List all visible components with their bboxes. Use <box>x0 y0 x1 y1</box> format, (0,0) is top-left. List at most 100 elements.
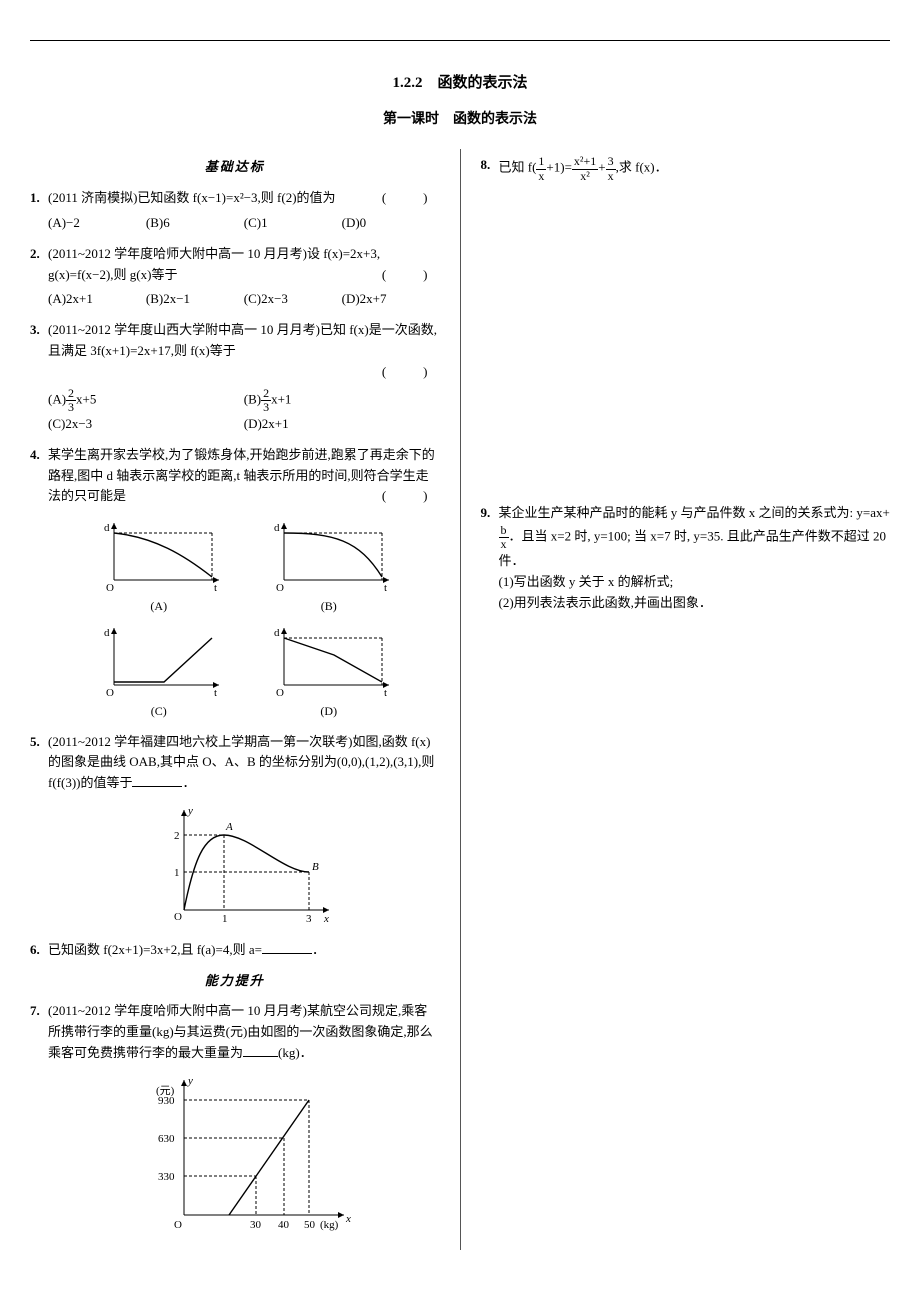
q8-f1d: x <box>536 170 546 183</box>
q7-blank <box>243 1044 278 1057</box>
q7-stem-b: (kg)． <box>278 1045 313 1060</box>
q9-fn: b <box>499 524 509 538</box>
column-divider <box>460 149 461 1249</box>
q2-opt-d: (D)2x+7 <box>342 289 440 310</box>
q2-paren: ( ) <box>382 265 440 286</box>
q3-opt-c: (C)2x−3 <box>48 414 244 435</box>
q3-stem: (2011~2012 学年度山西大学附中高一 10 月月考)已知 f(x)是一次… <box>48 322 437 358</box>
svg-text:O: O <box>276 687 284 699</box>
q7-stem-a: (2011~2012 学年度哈师大附中高一 10 月月考)某航空公司规定,乘客所… <box>48 1003 433 1060</box>
q5-stem-b: ． <box>182 775 195 790</box>
q8-f2n: x²+1 <box>572 155 598 169</box>
section-basic: 基础达标 <box>30 157 440 178</box>
q9-fd: x <box>499 538 509 551</box>
q4-lab-d: (D) <box>254 702 404 721</box>
q3-a-frac-d: 3 <box>66 401 76 414</box>
svg-text:d: d <box>274 627 280 639</box>
q8-c: + <box>598 160 605 175</box>
q8-f3d: x <box>606 170 616 183</box>
q3-b-frac-n: 2 <box>261 387 271 401</box>
q6-stem-a: 已知函数 f(2x+1)=3x+2,且 f(a)=4,则 a= <box>48 942 262 957</box>
q5-t2: 2 <box>174 830 180 842</box>
q1-opt-b: (B)6 <box>146 213 244 234</box>
right-column: 8. 已知 f(1x+1)=x²+1x²+3x,求 f(x)． 9. 某企业生产… <box>481 149 891 1249</box>
q4-lab-a: (A) <box>84 597 234 616</box>
left-column: 基础达标 1. (2011 济南模拟)已知函数 f(x−1)=x²−3,则 f(… <box>30 149 440 1249</box>
q3-opt-a: (A)23x+5 <box>48 387 244 414</box>
title-main: 1.2.2 函数的表示法 <box>30 71 890 95</box>
q7-x3: 50 <box>304 1219 316 1231</box>
q5-B: B <box>312 861 319 873</box>
q5-blank <box>132 774 182 787</box>
question-4: 4. 某学生离开家去学校,为了锻炼身体,开始跑步前进,跑累了再走余下的路程,图中… <box>30 445 440 722</box>
q5-stem-a: (2011~2012 学年福建四地六校上学期高一第一次联考)如图,函数 f(x)… <box>48 734 434 791</box>
q3-a-suf: x+5 <box>76 391 96 406</box>
q8-f3n: 3 <box>606 155 616 169</box>
question-6: 6. 已知函数 f(2x+1)=3x+2,且 f(a)=4,则 a=． <box>30 940 440 961</box>
q9-a: 某企业生产某种产品时的能耗 y 与产品件数 x 之间的关系式为: y=ax+ <box>499 505 890 520</box>
q8-num: 8. <box>481 155 491 176</box>
question-3: 3. (2011~2012 学年度山西大学附中高一 10 月月考)已知 f(x)… <box>30 320 440 435</box>
q4-num: 4. <box>30 445 40 466</box>
q8-d: ,求 f(x)． <box>616 160 668 175</box>
q4-fig-a: d O t (A) <box>84 515 234 616</box>
svg-text:t: t <box>384 582 387 594</box>
q9-num: 9. <box>481 503 491 524</box>
svg-text:O: O <box>174 1219 182 1231</box>
q3-b-suf: x+1 <box>271 391 291 406</box>
q3-paren: ( ) <box>382 362 440 383</box>
q7-kg: (kg) <box>320 1219 339 1231</box>
q6-blank <box>262 941 312 954</box>
svg-text:t: t <box>214 687 217 699</box>
question-7: 7. (2011~2012 学年度哈师大附中高一 10 月月考)某航空公司规定,… <box>30 1001 440 1239</box>
q2-opt-c: (C)2x−3 <box>244 289 342 310</box>
svg-text:x: x <box>345 1213 351 1225</box>
q1-opt-c: (C)1 <box>244 213 342 234</box>
svg-text:d: d <box>104 627 110 639</box>
svg-text:O: O <box>276 582 284 594</box>
q3-opt-b: (B)23x+1 <box>244 387 440 414</box>
q7-num: 7. <box>30 1001 40 1022</box>
q7-figure: y (元) 930 630 330 O 30 40 50 (kg) x <box>134 1070 354 1240</box>
svg-text:d: d <box>274 522 280 534</box>
question-9: 9. 某企业生产某种产品时的能耗 y 与产品件数 x 之间的关系式为: y=ax… <box>481 503 891 614</box>
q7-x1: 30 <box>250 1219 262 1231</box>
q3-num: 3. <box>30 320 40 341</box>
q5-t3: 3 <box>306 913 312 925</box>
title-sub: 第一课时 函数的表示法 <box>30 109 890 131</box>
q8-a: 已知 f( <box>499 160 537 175</box>
q8-f1n: 1 <box>536 155 546 169</box>
q5-x: x <box>323 913 329 925</box>
q8-f2d: x² <box>572 170 598 183</box>
q4-fig-b: d O t (B) <box>254 515 404 616</box>
q2-stem: (2011~2012 学年度哈师大附中高一 10 月月考)设 f(x)=2x+3… <box>48 246 380 282</box>
q7-y2: 630 <box>158 1133 175 1145</box>
section-ability: 能力提升 <box>30 971 440 992</box>
q4-fig-d: d O t (D) <box>254 620 404 721</box>
svg-text:t: t <box>384 687 387 699</box>
question-1: 1. (2011 济南模拟)已知函数 f(x−1)=x²−3,则 f(2)的值为… <box>30 188 440 234</box>
q5-A: A <box>225 821 233 833</box>
question-8: 8. 已知 f(1x+1)=x²+1x²+3x,求 f(x)． <box>481 155 891 182</box>
q3-a-pre: (A) <box>48 391 66 406</box>
q1-opt-a: (A)−2 <box>48 213 146 234</box>
q3-b-pre: (B) <box>244 391 261 406</box>
q4-paren: ( ) <box>382 486 440 507</box>
q1-paren: ( ) <box>382 188 440 209</box>
q5-t1y: 1 <box>174 867 180 879</box>
q5-O: O <box>174 911 182 923</box>
q2-opt-b: (B)2x−1 <box>146 289 244 310</box>
q9-b: ．且当 x=2 时, y=100; 当 x=7 时, y=35. 且此产品生产件… <box>499 528 886 568</box>
q9-p1: (1)写出函数 y 关于 x 的解析式; <box>499 572 891 593</box>
q4-stem: 某学生离开家去学校,为了锻炼身体,开始跑步前进,跑累了再走余下的路程,图中 d … <box>48 447 435 504</box>
q4-lab-c: (C) <box>84 702 234 721</box>
q4-lab-b: (B) <box>254 597 404 616</box>
q5-y: y <box>187 805 193 817</box>
axis-d: d <box>104 522 110 534</box>
q3-opt-d: (D)2x+1 <box>244 414 440 435</box>
axis-t: t <box>214 582 217 594</box>
q1-stem: (2011 济南模拟)已知函数 f(x−1)=x²−3,则 f(2)的值为 <box>48 190 336 205</box>
q8-b: +1)= <box>546 160 572 175</box>
q5-figure: O 1 3 2 1 A B y x <box>154 800 334 930</box>
q2-num: 2. <box>30 244 40 265</box>
